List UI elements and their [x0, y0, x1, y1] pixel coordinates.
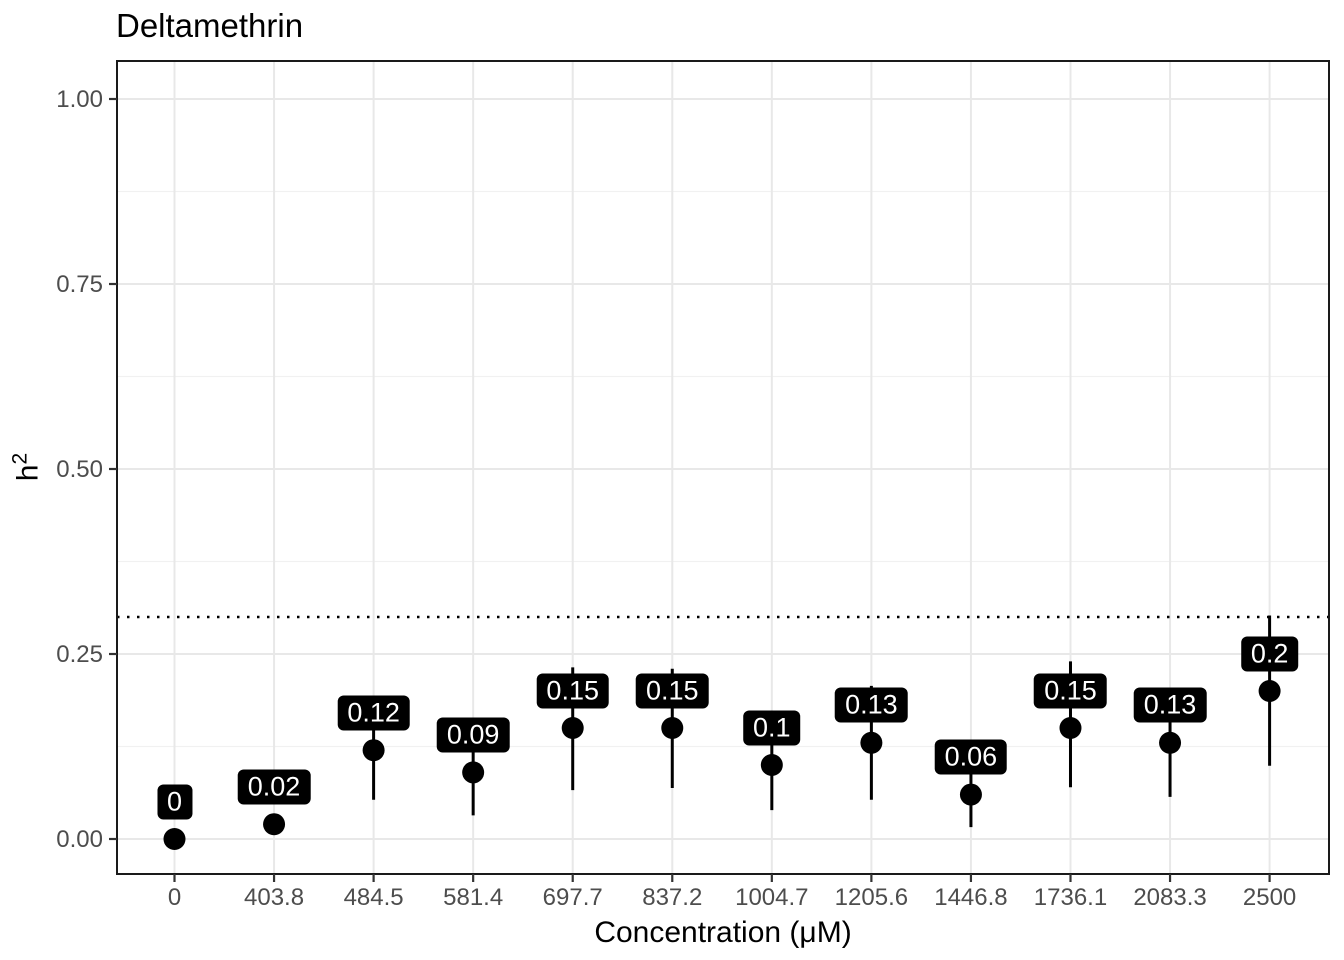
y-tick-label: 0.50 [56, 456, 103, 483]
x-tick-label: 1004.7 [735, 884, 808, 911]
data-point [163, 828, 186, 850]
y-tick-label: 0.75 [56, 271, 103, 298]
x-tick-label: 581.4 [443, 884, 503, 911]
chart-title: Deltamethrin [116, 7, 304, 44]
x-tick-label: 2083.3 [1133, 884, 1206, 911]
data-point [959, 783, 982, 806]
data-point [1059, 717, 1082, 739]
data-point [760, 754, 783, 776]
y-tick-label: 1.00 [56, 86, 103, 113]
y-tick-label: 0.00 [56, 826, 103, 853]
x-tick-label: 484.5 [344, 884, 404, 911]
x-tick-label: 1446.8 [934, 884, 1007, 911]
x-tick-label: 1205.6 [835, 884, 908, 911]
x-tick-label: 697.7 [543, 884, 603, 911]
data-point [860, 731, 883, 754]
x-tick-label: 0 [168, 884, 181, 911]
y-tick-label: 0.25 [56, 641, 103, 668]
data-point [661, 717, 684, 739]
data-point [1159, 731, 1182, 754]
data-point [561, 717, 584, 739]
panel-border [116, 60, 1330, 875]
x-tick-label: 837.2 [642, 884, 702, 911]
x-tick-label: 1736.1 [1034, 884, 1107, 911]
data-point [263, 813, 286, 836]
data-point [362, 739, 385, 762]
x-tick-label: 403.8 [244, 884, 304, 911]
data-point [1258, 680, 1281, 702]
x-tick-label: 2500 [1243, 884, 1296, 911]
data-point [462, 761, 485, 784]
x-axis-title: Concentration (μM) [594, 916, 852, 949]
